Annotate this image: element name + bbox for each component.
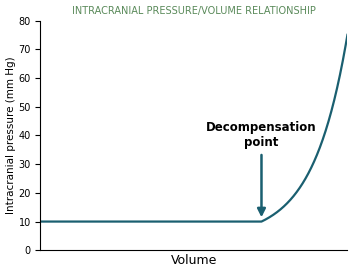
Title: INTRACRANIAL PRESSURE/VOLUME RELATIONSHIP: INTRACRANIAL PRESSURE/VOLUME RELATIONSHI… (72, 5, 316, 16)
Y-axis label: Intracranial pressure (mm Hg): Intracranial pressure (mm Hg) (6, 57, 16, 214)
X-axis label: Volume: Volume (171, 254, 217, 268)
Text: Decompensation
point: Decompensation point (206, 121, 317, 215)
